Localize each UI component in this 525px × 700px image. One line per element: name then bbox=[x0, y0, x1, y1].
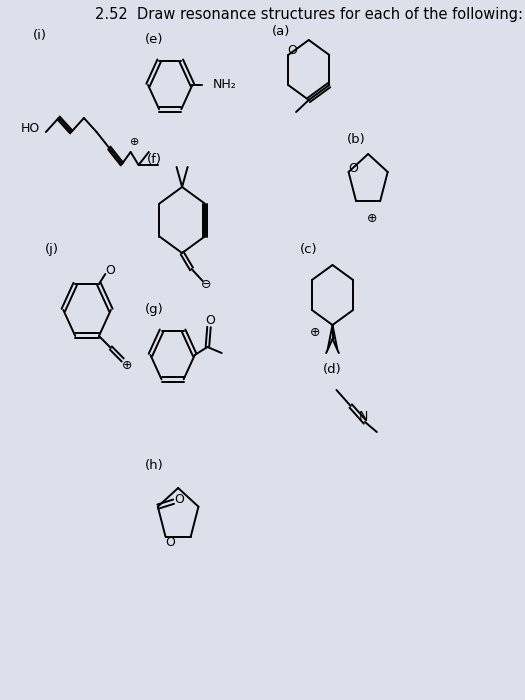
Text: N: N bbox=[359, 410, 368, 423]
Text: (h): (h) bbox=[145, 458, 164, 472]
Text: (e): (e) bbox=[145, 34, 164, 46]
Text: ⊕: ⊕ bbox=[310, 326, 320, 340]
Text: (f): (f) bbox=[147, 153, 162, 167]
Text: O: O bbox=[105, 263, 115, 276]
Text: HO: HO bbox=[20, 122, 39, 134]
Text: ⊕: ⊕ bbox=[122, 360, 133, 372]
Text: O: O bbox=[165, 536, 175, 550]
Text: NH₂: NH₂ bbox=[213, 78, 237, 92]
Text: (i): (i) bbox=[33, 29, 47, 41]
Text: (d): (d) bbox=[323, 363, 342, 377]
Text: (b): (b) bbox=[347, 134, 365, 146]
Text: O: O bbox=[287, 45, 297, 57]
Text: (c): (c) bbox=[300, 244, 318, 256]
Text: (g): (g) bbox=[145, 304, 164, 316]
Text: (a): (a) bbox=[272, 25, 290, 38]
Text: ⊕: ⊕ bbox=[367, 211, 377, 225]
Text: 2.52  Draw resonance structures for each of the following:: 2.52 Draw resonance structures for each … bbox=[94, 8, 523, 22]
Text: O: O bbox=[174, 494, 184, 506]
Text: (j): (j) bbox=[45, 244, 58, 256]
Text: O: O bbox=[349, 162, 358, 176]
Text: O: O bbox=[206, 314, 216, 326]
Text: ⊖: ⊖ bbox=[202, 279, 212, 291]
Text: ⊕: ⊕ bbox=[130, 137, 139, 147]
